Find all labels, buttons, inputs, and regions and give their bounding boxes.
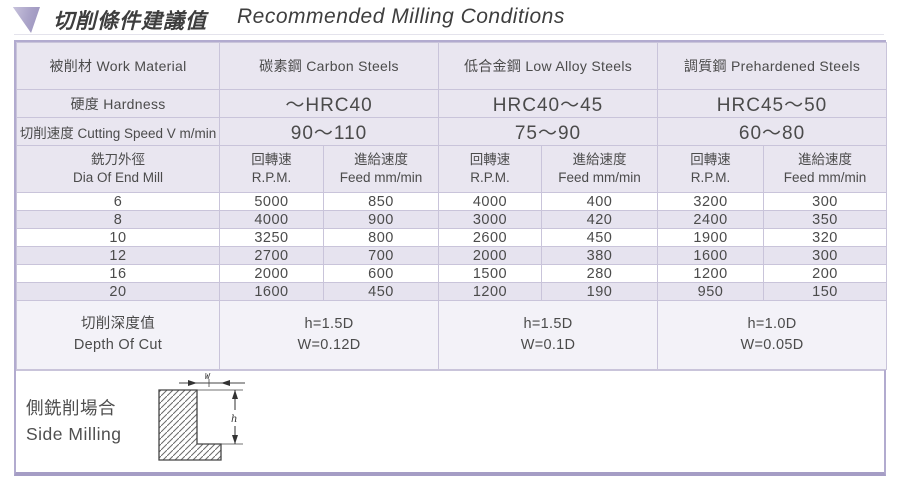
dia-header: 銑刀外徑 Dia Of End Mill [16, 145, 220, 193]
side-milling-section: 側銑削場合 Side Milling W [16, 370, 884, 472]
feed-value: 450 [323, 282, 439, 301]
rpm-value: 1600 [657, 246, 765, 265]
feed-value: 420 [540, 210, 659, 229]
group-low-alloy-steels: 低合金鋼 Low Alloy Steels [437, 42, 659, 90]
milling-conditions-table-box: 被削材 Work Material 碳素鋼 Carbon Steels 低合金鋼… [14, 40, 888, 476]
rpm-value: 1200 [657, 264, 765, 283]
dia-value: 12 [16, 246, 220, 265]
page-title-en: Recommended Milling Conditions [237, 5, 565, 28]
feed-value: 900 [323, 210, 439, 229]
speed-prehardened: 60～80 [657, 117, 888, 146]
page-title-zh: 切削條件建議值 [53, 10, 207, 33]
rpm-value: 2000 [438, 246, 542, 265]
hardness-low-alloy: HRC40～45 [437, 89, 659, 118]
dia-value: 16 [16, 264, 220, 283]
speed-low-alloy: 75～90 [437, 117, 659, 146]
rpm-value: 1500 [438, 264, 542, 283]
feed-value: 320 [763, 228, 888, 247]
rpm-value: 3000 [438, 210, 542, 229]
hardness-label: 硬度 Hardness [16, 89, 220, 118]
rpm-header-carbon: 回轉速 R.P.M. [219, 145, 324, 193]
feed-value: 350 [763, 210, 888, 229]
rpm-value: 3200 [657, 192, 765, 211]
page-title: 切削條件建議值 Recommended Milling Conditions [12, 5, 565, 35]
group-prehardened-steels: 調質鋼 Prehardened Steels [657, 42, 888, 90]
table-row-dia-20: 20 1600 450 1200 190 950 150 [16, 282, 888, 301]
rpm-value: 950 [657, 282, 765, 301]
side-milling-diagram: W h [158, 372, 246, 461]
feed-value: 400 [540, 192, 659, 211]
depth-carbon: h=1.5D W=0.12D [219, 300, 439, 370]
table-row-dia-12: 12 2700 700 2000 380 1600 300 [16, 246, 888, 265]
milling-conditions-table: 被削材 Work Material 碳素鋼 Carbon Steels 低合金鋼… [16, 42, 888, 370]
table-row-work-material: 被削材 Work Material 碳素鋼 Carbon Steels 低合金鋼… [16, 42, 888, 90]
hardness-carbon: ～HRC40 [219, 89, 439, 118]
side-milling-label: 側銑削場合 Side Milling [26, 398, 122, 444]
feed-value: 190 [540, 282, 659, 301]
dim-w-label: W [205, 372, 211, 381]
dia-value: 20 [16, 282, 220, 301]
feed-value: 450 [540, 228, 659, 247]
title-divider [14, 34, 884, 35]
rpm-value: 4000 [438, 192, 542, 211]
feed-value: 700 [323, 246, 439, 265]
dia-value: 6 [16, 192, 220, 211]
feed-value: 380 [540, 246, 659, 265]
rpm-value: 1900 [657, 228, 765, 247]
feed-value: 800 [323, 228, 439, 247]
table-row-dia-16: 16 2000 600 1500 280 1200 200 [16, 264, 888, 283]
workpiece-cross-section [158, 389, 223, 461]
rpm-value: 2700 [219, 246, 324, 265]
cutting-speed-label: 切削速度 Cutting Speed V m/min [16, 117, 220, 146]
table-row-hardness: 硬度 Hardness ～HRC40 HRC40～45 HRC45～50 [16, 89, 888, 118]
dia-value: 10 [16, 228, 220, 247]
rpm-value: 2600 [438, 228, 542, 247]
table-row-dia-8: 8 4000 900 3000 420 2400 350 [16, 210, 888, 229]
triangle-bullet-icon [12, 7, 40, 33]
table-row-dia-6: 6 5000 850 4000 400 3200 300 [16, 192, 888, 211]
feed-header-carbon: 進給速度 Feed mm/min [323, 145, 439, 193]
feed-value: 280 [540, 264, 659, 283]
table-row-dia-10: 10 3250 800 2600 450 1900 320 [16, 228, 888, 247]
rpm-value: 5000 [219, 192, 324, 211]
feed-value: 300 [763, 246, 888, 265]
rpm-value: 2400 [657, 210, 765, 229]
speed-carbon: 90～110 [219, 117, 439, 146]
rpm-header-prehardened: 回轉速 R.P.M. [657, 145, 765, 193]
depth-of-cut-label: 切削深度值 Depth Of Cut [16, 300, 220, 370]
table-row-cutting-speed: 切削速度 Cutting Speed V m/min 90～110 75～90 … [16, 117, 888, 146]
feed-value: 150 [763, 282, 888, 301]
feed-value: 850 [323, 192, 439, 211]
feed-value: 300 [763, 192, 888, 211]
work-material-label: 被削材 Work Material [16, 42, 220, 90]
rpm-value: 4000 [219, 210, 324, 229]
feed-header-prehardened: 進給速度 Feed mm/min [763, 145, 888, 193]
rpm-value: 2000 [219, 264, 324, 283]
feed-header-low-alloy: 進給速度 Feed mm/min [540, 145, 659, 193]
feed-value: 600 [323, 264, 439, 283]
rpm-value: 3250 [219, 228, 324, 247]
hardness-prehardened: HRC45～50 [657, 89, 888, 118]
rpm-header-low-alloy: 回轉速 R.P.M. [438, 145, 542, 193]
feed-value: 200 [763, 264, 888, 283]
table-row-subheaders: 銑刀外徑 Dia Of End Mill 回轉速 R.P.M. 進給速度 Fee… [16, 145, 888, 193]
dim-h-label: h [231, 414, 237, 425]
rpm-value: 1200 [438, 282, 542, 301]
table-row-depth-of-cut: 切削深度值 Depth Of Cut h=1.5D W=0.12D h=1.5D… [16, 300, 888, 370]
rpm-value: 1600 [219, 282, 324, 301]
depth-prehardened: h=1.0D W=0.05D [657, 300, 888, 370]
dia-value: 8 [16, 210, 220, 229]
depth-low-alloy: h=1.5D W=0.1D [437, 300, 659, 370]
group-carbon-steels: 碳素鋼 Carbon Steels [219, 42, 439, 90]
